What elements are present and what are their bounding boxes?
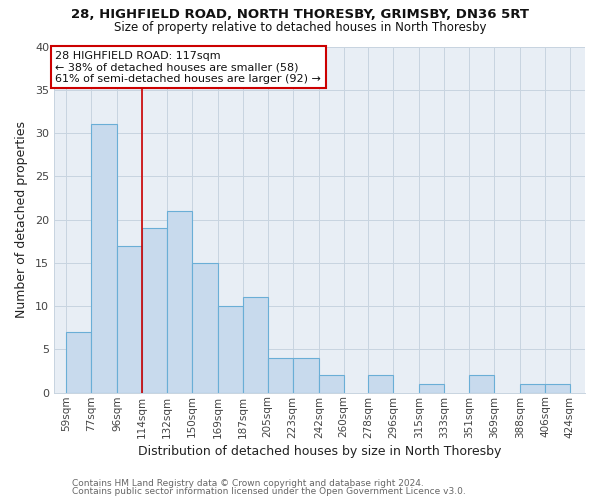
Bar [545,384,570,392]
Bar [91,124,118,392]
Bar [268,358,293,392]
Bar [520,384,545,392]
Bar [293,358,319,392]
Text: 28, HIGHFIELD ROAD, NORTH THORESBY, GRIMSBY, DN36 5RT: 28, HIGHFIELD ROAD, NORTH THORESBY, GRIM… [71,8,529,20]
Bar [167,211,192,392]
Bar [319,376,344,392]
Text: Size of property relative to detached houses in North Thoresby: Size of property relative to detached ho… [114,21,486,34]
Text: Contains public sector information licensed under the Open Government Licence v3: Contains public sector information licen… [72,487,466,496]
Bar [243,298,268,392]
X-axis label: Distribution of detached houses by size in North Thoresby: Distribution of detached houses by size … [138,444,501,458]
Bar [67,332,91,392]
Text: 28 HIGHFIELD ROAD: 117sqm
← 38% of detached houses are smaller (58)
61% of semi-: 28 HIGHFIELD ROAD: 117sqm ← 38% of detac… [55,51,321,84]
Bar [469,376,494,392]
Bar [192,263,218,392]
Bar [118,246,142,392]
Bar [218,306,243,392]
Text: Contains HM Land Registry data © Crown copyright and database right 2024.: Contains HM Land Registry data © Crown c… [72,478,424,488]
Bar [368,376,393,392]
Bar [419,384,445,392]
Y-axis label: Number of detached properties: Number of detached properties [15,121,28,318]
Bar [142,228,167,392]
